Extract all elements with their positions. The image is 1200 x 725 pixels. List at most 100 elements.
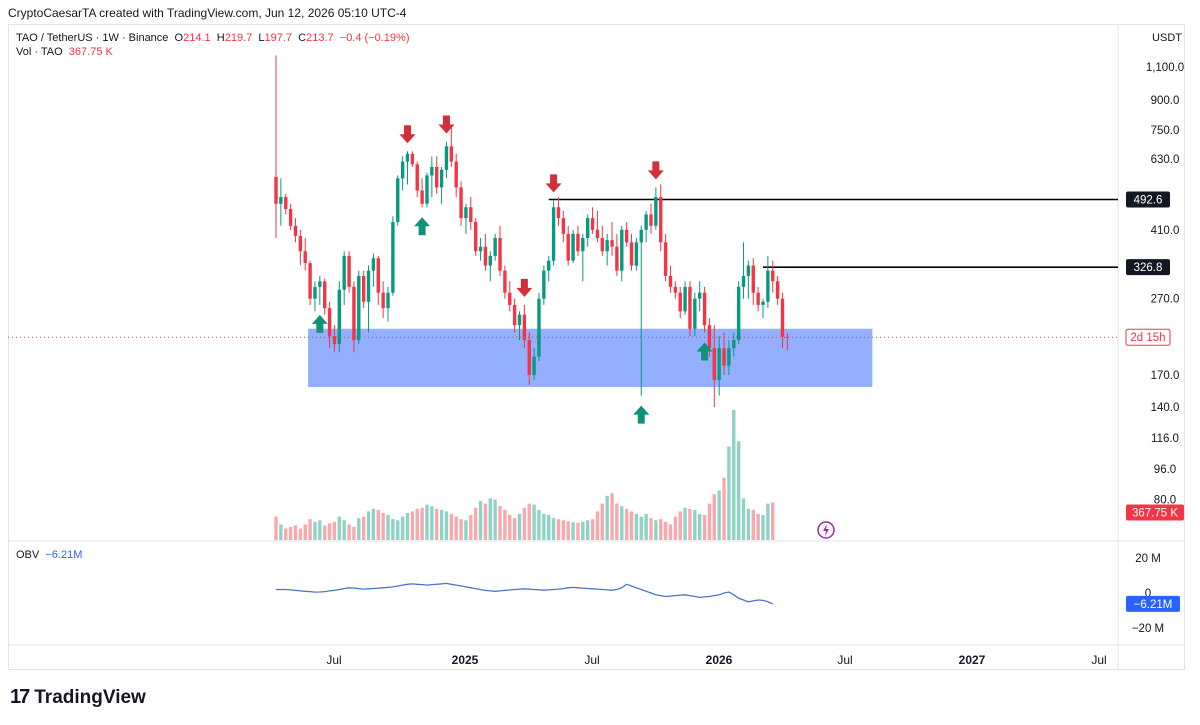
volume-bar [284,528,288,540]
candle [342,251,346,305]
candle [303,238,307,271]
candle [391,216,395,296]
candle-body [673,286,678,293]
candle [576,225,580,256]
candle [532,348,536,380]
volume-bar [318,520,322,540]
volume-bar [547,515,551,540]
candle-body [649,214,653,226]
candle [566,225,570,266]
volume-bar [585,520,590,540]
price-axis-tick: 140.0 [1151,402,1180,414]
volume-bar [532,504,536,540]
volume-bar [659,519,663,540]
candle [396,175,400,226]
volume-bar [566,521,570,540]
candle-body [327,308,332,337]
volume-bar [736,441,741,540]
candle-body [517,314,522,326]
volume-bar [332,521,337,540]
candle [512,298,517,333]
candle-body [439,169,444,188]
candle-body [547,260,551,271]
candle-body [508,292,512,305]
candle-body [746,265,751,276]
candle-body [279,197,283,204]
volume-bar [473,507,478,540]
candle [313,281,317,312]
candle-body [556,207,561,219]
volume-bar [381,512,385,540]
volume-bar [712,494,716,540]
volume-bar [435,508,439,540]
candle [288,203,293,230]
candle [678,286,682,319]
volume-bar [303,524,307,540]
candle [556,197,561,226]
candle-body [444,146,449,170]
candle-body [727,348,731,366]
candle [279,178,283,226]
candle-body [449,146,454,162]
volume-bar [410,511,415,540]
volume-legend[interactable]: Vol · TAO 367.75 K [16,46,113,58]
price-axis-tick: 630.0 [1151,154,1180,166]
candle-body [410,153,415,165]
close-label: C [298,32,307,44]
candle [551,200,556,266]
time-axis-tick: Jul [326,653,341,667]
volume-bar [517,514,522,540]
candle [615,233,619,276]
volume-bar [357,518,361,540]
candle-body [512,304,517,326]
candle-body [590,218,595,230]
volume-bar [537,509,541,540]
support-zone [308,328,873,388]
candle [605,233,609,266]
candle [639,225,643,396]
close-value: 213.7 [306,32,334,44]
obv-badge: −6.21M [1126,595,1180,612]
volume-bar [654,520,658,540]
candle [473,218,478,256]
volume-bar [644,514,648,540]
candle-body [537,298,541,357]
candle-body [323,281,327,309]
candle [663,233,668,282]
arrow-up-icon [633,405,650,424]
volume-bar [527,503,531,540]
volume-bar [323,525,327,540]
low-value: 197.7 [264,32,293,44]
volume-bar [766,503,770,540]
candle [712,325,716,407]
candle-body [469,207,473,222]
candle-body [503,270,507,293]
volume-bar [693,509,697,540]
candle-body [303,251,307,264]
symbol-legend[interactable]: TAO / TetherUS · 1W · Binance O214.1 H21… [16,32,409,44]
candle-body [581,238,585,252]
obv-legend[interactable]: OBV −6.21M [16,549,82,561]
candle-body [274,176,278,204]
candle-body [785,336,790,338]
candle [629,233,634,271]
volume-bar [702,515,707,540]
candle-body [683,286,687,312]
candle-body [736,286,741,341]
price-badge: 2d 15h [1125,328,1171,346]
candle-body [620,229,624,271]
candle-body [615,246,619,271]
candle-body [454,161,458,188]
candle-body [284,197,288,210]
candle-body [693,298,697,329]
volume-bar [327,523,332,540]
arrow-down-icon [516,278,533,297]
candle-body [361,275,366,302]
volume-bar [337,516,342,540]
candle [537,292,541,362]
currency-label[interactable]: USDT [1152,32,1182,44]
candle-body [342,255,346,290]
candle [503,265,507,299]
candle-body [712,348,716,380]
